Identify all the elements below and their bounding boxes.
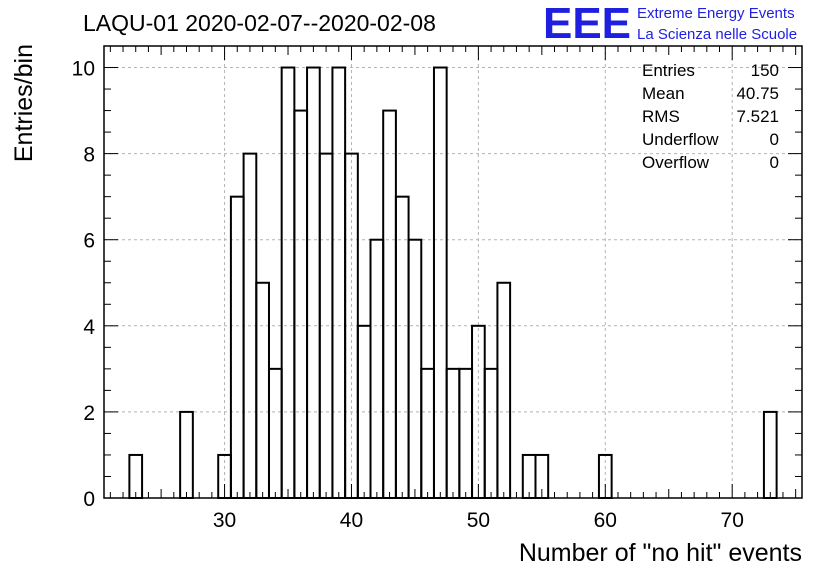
x-axis-title: Number of "no hit" events (519, 539, 802, 567)
grid-lines (104, 46, 802, 498)
eee-logo-line1: Extreme Energy Events (637, 5, 795, 22)
plot-frame (103, 45, 803, 499)
y-tick-label: 8 (83, 144, 95, 167)
chart-title: LAQU-01 2020-02-07--2020-02-08 (83, 10, 436, 36)
x-tick-label: 40 (340, 509, 363, 532)
stats-label: RMS (642, 107, 680, 126)
histogram-bar (458, 367, 474, 499)
stats-value: 150 (751, 61, 779, 80)
x-tick-label: 60 (594, 509, 617, 532)
histogram-bar (420, 367, 435, 499)
eee-logo: EEE Extreme Energy Events La Scienza nel… (543, 0, 797, 48)
stats-label: Mean (642, 84, 685, 103)
y-tick-label: 0 (83, 488, 95, 511)
histogram-bar (496, 281, 512, 499)
stats-value: 40.75 (736, 84, 779, 103)
histogram-bar (432, 66, 448, 500)
x-tick-label: 70 (721, 509, 744, 532)
stats-value: 7.521 (736, 107, 779, 126)
stats-label: Entries (642, 61, 695, 80)
histogram-bar (407, 238, 423, 499)
histogram-bar (331, 66, 347, 500)
eee-logo-mark: EEE (543, 0, 631, 48)
histogram-bar (179, 410, 194, 499)
histogram-bar (394, 195, 410, 500)
y-axis-title: Entries/bin (10, 44, 38, 162)
histogram-bar (445, 367, 461, 499)
histogram-bar (369, 238, 385, 499)
histogram-bar (382, 109, 397, 499)
x-tick-label: 50 (467, 509, 490, 532)
y-tick-label: 6 (83, 230, 95, 253)
stats-label: Underflow (642, 130, 719, 149)
histogram-bar (267, 367, 283, 499)
y-tick-label: 10 (72, 58, 95, 81)
y-tick-label: 4 (83, 316, 95, 339)
histogram-bar (280, 66, 296, 500)
stats-box: Entries 150 Mean 40.75 RMS 7.521 Underflow 0 Ove… (642, 61, 779, 172)
histogram-bar (255, 281, 270, 499)
stats-label: Overflow (642, 153, 710, 172)
histogram-bar (306, 66, 321, 500)
histogram-bar (293, 109, 309, 499)
histogram-bar (762, 410, 778, 499)
histogram-bar (128, 453, 144, 500)
tick-labels: 30 40 50 60 70 0 2 4 6 8 10 (72, 58, 744, 532)
eee-logo-line2: La Scienza nelle Scuole (637, 26, 797, 43)
histogram-bar (483, 367, 499, 499)
y-tick-label: 2 (83, 402, 95, 425)
stats-value: 0 (770, 153, 779, 172)
stats-value: 0 (770, 130, 779, 149)
histogram-bar (521, 453, 537, 500)
histogram-bar (229, 195, 245, 500)
axis-ticks (104, 46, 802, 499)
x-tick-label: 30 (213, 509, 236, 532)
